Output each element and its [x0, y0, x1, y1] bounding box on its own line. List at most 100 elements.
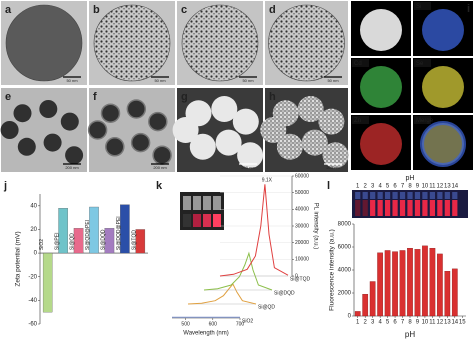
vial — [384, 200, 391, 216]
category-label: Si@PEI — [54, 232, 60, 250]
vial — [452, 200, 458, 216]
panel-label: f — [93, 91, 97, 103]
tile-tag — [352, 59, 369, 67]
x-tick-label: 700 — [236, 321, 245, 327]
particle — [148, 111, 168, 132]
particle — [93, 4, 171, 82]
bar — [392, 251, 398, 317]
bar — [451, 268, 458, 317]
particle — [276, 133, 303, 160]
scale-text: 50 nm — [242, 78, 254, 83]
strip-label: 7 — [401, 184, 405, 190]
vial-top — [370, 192, 376, 199]
particle — [297, 96, 324, 122]
vial-top — [437, 192, 443, 199]
scale-text: 200 nm — [241, 165, 255, 170]
vial — [444, 200, 450, 216]
particle — [232, 108, 259, 135]
particle — [215, 129, 242, 156]
series-label: Si@QD — [258, 304, 275, 310]
x-tick-label: 11 — [429, 320, 436, 326]
tile-label: Cd — [354, 61, 362, 67]
y-tick-label: 40000 — [295, 207, 309, 213]
particle — [13, 104, 32, 123]
y-tick-label: 40 — [30, 203, 37, 209]
inset-vial — [183, 214, 191, 227]
panel-label: j — [3, 180, 7, 192]
strip-label: 4 — [378, 184, 382, 190]
panel-label: l — [327, 180, 330, 192]
y-tick-label: 0 — [295, 273, 298, 279]
bar — [104, 228, 115, 254]
x-tick-label: 3 — [371, 320, 375, 326]
vial-top — [429, 192, 436, 199]
bar — [437, 253, 443, 317]
x-tick-label: 500 — [181, 321, 190, 327]
vial-top — [407, 192, 413, 199]
vial — [399, 200, 406, 216]
tile-label: Merge — [416, 118, 434, 124]
scale-text: 50 nm — [66, 78, 78, 83]
strip-label: 8 — [408, 184, 412, 190]
particle — [318, 108, 345, 135]
category-label: Si@DQD — [101, 229, 107, 250]
panel-label: h — [269, 91, 276, 103]
bar — [384, 250, 391, 317]
spectrum — [203, 251, 273, 291]
tile-tag — [352, 116, 369, 124]
series-label: SiO2 — [242, 318, 253, 324]
inset-vial — [203, 196, 211, 210]
series-label: Si@DQD — [274, 290, 295, 296]
particle — [130, 132, 151, 153]
x-tick-label: 9 — [416, 320, 420, 326]
x-tick-label: 12 — [437, 320, 444, 326]
x-tick-label: 5 — [386, 320, 390, 326]
x-tick-label: 4 — [378, 320, 382, 326]
category-label: SiO2 — [39, 239, 45, 250]
vial — [362, 200, 368, 216]
bar — [399, 250, 406, 317]
tile-label: Si — [416, 4, 421, 10]
vial — [377, 200, 383, 216]
particle — [105, 137, 125, 157]
y-tick-label: -60 — [28, 322, 37, 328]
particle — [181, 4, 259, 82]
particle — [126, 99, 147, 119]
particle — [211, 96, 238, 122]
inset-vial — [193, 214, 201, 227]
y-axis-label: PL intensity (a.u.) — [312, 203, 318, 249]
category-label: Si@TQD — [131, 230, 137, 250]
strip-label: 2 — [364, 184, 368, 190]
particle — [0, 121, 19, 139]
vial — [429, 200, 436, 216]
vial — [392, 200, 398, 216]
x-axis-label: pH — [405, 330, 415, 339]
bar — [89, 206, 99, 254]
tile-label: Se — [416, 61, 424, 67]
inset-vial — [213, 214, 221, 227]
bar — [135, 229, 146, 254]
inset-vial — [193, 196, 201, 210]
vial-top — [384, 192, 391, 199]
particle — [5, 4, 83, 82]
strip-label: 6 — [393, 184, 397, 190]
bar — [444, 270, 451, 317]
y-tick-label: 10000 — [295, 257, 309, 263]
particle — [172, 117, 199, 143]
y-tick-label: 0 — [348, 314, 352, 320]
vial-top — [399, 192, 406, 199]
category-label: Si@QD@PEI — [85, 220, 91, 250]
y-tick-label: 60000 — [295, 173, 309, 179]
tile-tag — [414, 2, 431, 10]
vial-top — [414, 192, 421, 199]
x-tick-label: 600 — [209, 321, 218, 327]
x-axis-label: Wavelength (nm) — [183, 331, 228, 337]
vial — [355, 200, 361, 216]
x-tick-label: 14 — [451, 320, 458, 326]
y-tick-label: -20 — [28, 274, 37, 280]
map-particle — [422, 66, 464, 108]
x-tick-label: 8 — [408, 320, 412, 326]
vial — [407, 200, 413, 216]
strip-label: 12 — [437, 184, 444, 190]
map-particle — [360, 9, 402, 51]
